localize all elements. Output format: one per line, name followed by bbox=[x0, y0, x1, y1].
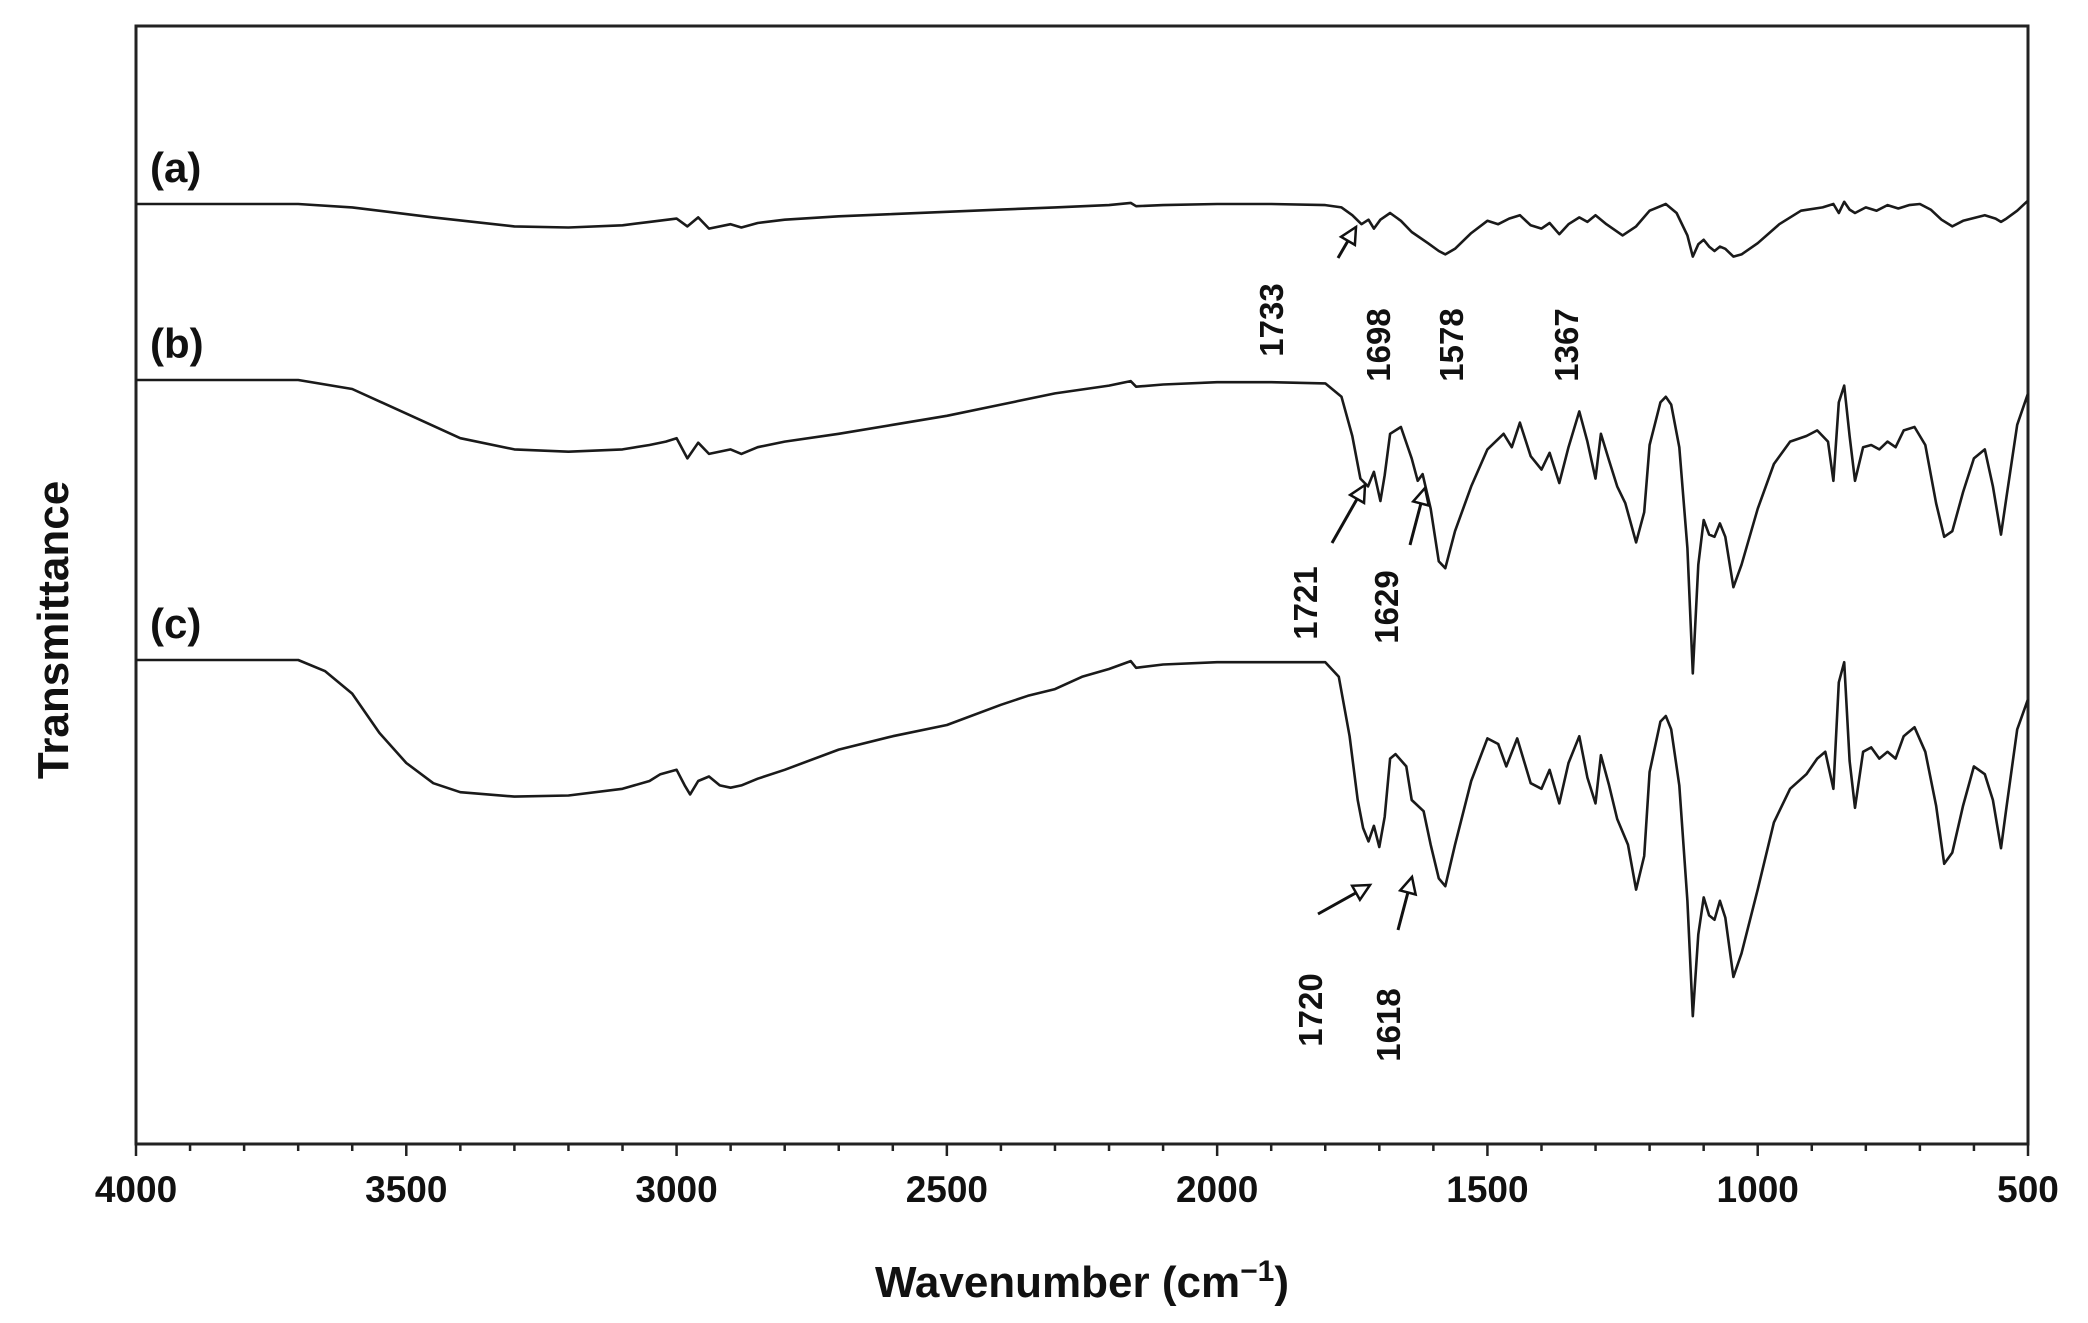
series-trace-b bbox=[136, 378, 2030, 675]
x-tick-label: 2000 bbox=[1176, 1169, 1258, 1210]
peak-label-1721: 1721 bbox=[1287, 566, 1324, 639]
peak-arrowhead-1733 bbox=[1338, 224, 1358, 247]
x-tick-label: 500 bbox=[1997, 1169, 2059, 1210]
series-label-c: (c) bbox=[150, 600, 201, 647]
series-label-b: (b) bbox=[150, 320, 204, 367]
peak-label-1618: 1618 bbox=[1370, 988, 1407, 1061]
series-trace-c bbox=[136, 658, 2030, 1018]
spectra-traces bbox=[136, 199, 2030, 1018]
peak-label-1578: 1578 bbox=[1433, 308, 1470, 381]
peak-arrowhead-1629 bbox=[1410, 485, 1431, 508]
x-tick-label: 1500 bbox=[1446, 1169, 1528, 1210]
peak-label-1367: 1367 bbox=[1548, 308, 1585, 381]
series-trace-a bbox=[136, 199, 2029, 258]
x-tick-label: 2500 bbox=[906, 1169, 988, 1210]
peak-arrowhead-1618 bbox=[1397, 874, 1418, 897]
x-tick-label: 3500 bbox=[365, 1169, 447, 1210]
peak-arrowhead-1721 bbox=[1347, 482, 1367, 505]
series-label-a: (a) bbox=[150, 144, 201, 191]
x-tick-label: 1000 bbox=[1717, 1169, 1799, 1210]
peak-arrowhead-1720 bbox=[1350, 883, 1373, 903]
peak-label-1629: 1629 bbox=[1368, 570, 1405, 643]
peak-label-1698: 1698 bbox=[1360, 308, 1397, 381]
x-tick-label: 4000 bbox=[95, 1169, 177, 1210]
peak-annotations: 1733 1698 1578 1367 1721 1629 1720 1618 bbox=[1253, 224, 1585, 1062]
x-ticks: 4000 3500 3000 2500 2000 1500 1000 500 bbox=[95, 1144, 2059, 1210]
peak-label-1720: 1720 bbox=[1292, 973, 1329, 1046]
plot-frame bbox=[134, 24, 2030, 1146]
x-tick-label: 3000 bbox=[635, 1169, 717, 1210]
y-axis-title: Transmittance bbox=[29, 481, 78, 779]
series-labels: (a) (b) (c) bbox=[150, 144, 204, 647]
x-axis-title: Wavenumber (cm−1) bbox=[875, 1255, 1289, 1307]
peak-label-1733: 1733 bbox=[1253, 283, 1290, 356]
